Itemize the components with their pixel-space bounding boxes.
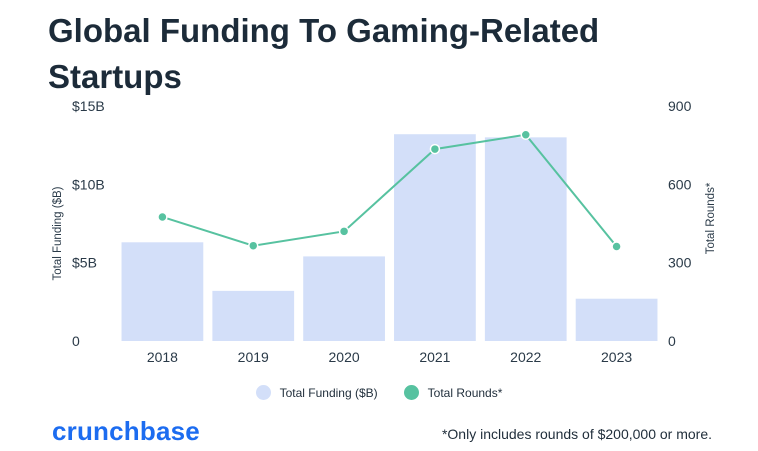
rounds-line [162, 133, 618, 248]
legend-item-rounds: Total Rounds* [403, 385, 503, 400]
rounds-point [520, 129, 531, 140]
bar [484, 137, 567, 341]
bar [212, 290, 295, 341]
y2-axis-title: Total Rounds* [705, 182, 717, 254]
x-tick-label: 2023 [601, 349, 632, 365]
rounds-point [429, 143, 441, 155]
y2-tick-label: 900 [668, 98, 692, 114]
y2-tick-label: 600 [668, 176, 692, 192]
combo-chart: 0 $5B $10B $15B 0 300 600 900 Total Funding ($B)… [52, 98, 717, 365]
y-axis-title: Total Funding ($B) [52, 186, 64, 280]
x-tick-label: 2022 [510, 349, 541, 365]
legend-label-funding: Total Funding ($B) [279, 385, 378, 400]
x-tick-label: 2019 [238, 349, 269, 365]
rounds-point [248, 240, 259, 251]
x-tick-label: 2020 [329, 349, 360, 365]
bar [394, 134, 476, 341]
legend-swatch-rounds [403, 385, 419, 400]
y-tick-label: $15B [72, 98, 105, 114]
y-tick-label: 0 [72, 333, 80, 349]
legend-label-rounds: Total Rounds* [427, 385, 503, 400]
chart-title: Global Funding To Gaming-Related Startup… [48, 12, 600, 95]
rounds-point [338, 226, 350, 237]
y2-tick-label: 0 [668, 333, 676, 349]
y-tick-label: $10B [72, 176, 105, 192]
rounds-point [157, 211, 168, 223]
y2-tick-label: 300 [668, 255, 692, 271]
bar [575, 298, 658, 341]
x-tick-label: 2021 [419, 349, 450, 365]
legend: Total Funding ($B) Total Rounds* [0, 385, 758, 400]
x-tick-label: 2018 [147, 349, 178, 365]
rounds-point [611, 241, 622, 252]
y-tick-label: $5B [72, 255, 97, 271]
crunchbase-logo: crunchbase [52, 416, 200, 446]
legend-item-funding: Total Funding ($B) [255, 385, 378, 400]
legend-swatch-funding [255, 385, 271, 400]
footnote: *Only includes rounds of $200,000 or mor… [441, 426, 712, 442]
bar [121, 242, 204, 341]
bar [303, 256, 385, 341]
